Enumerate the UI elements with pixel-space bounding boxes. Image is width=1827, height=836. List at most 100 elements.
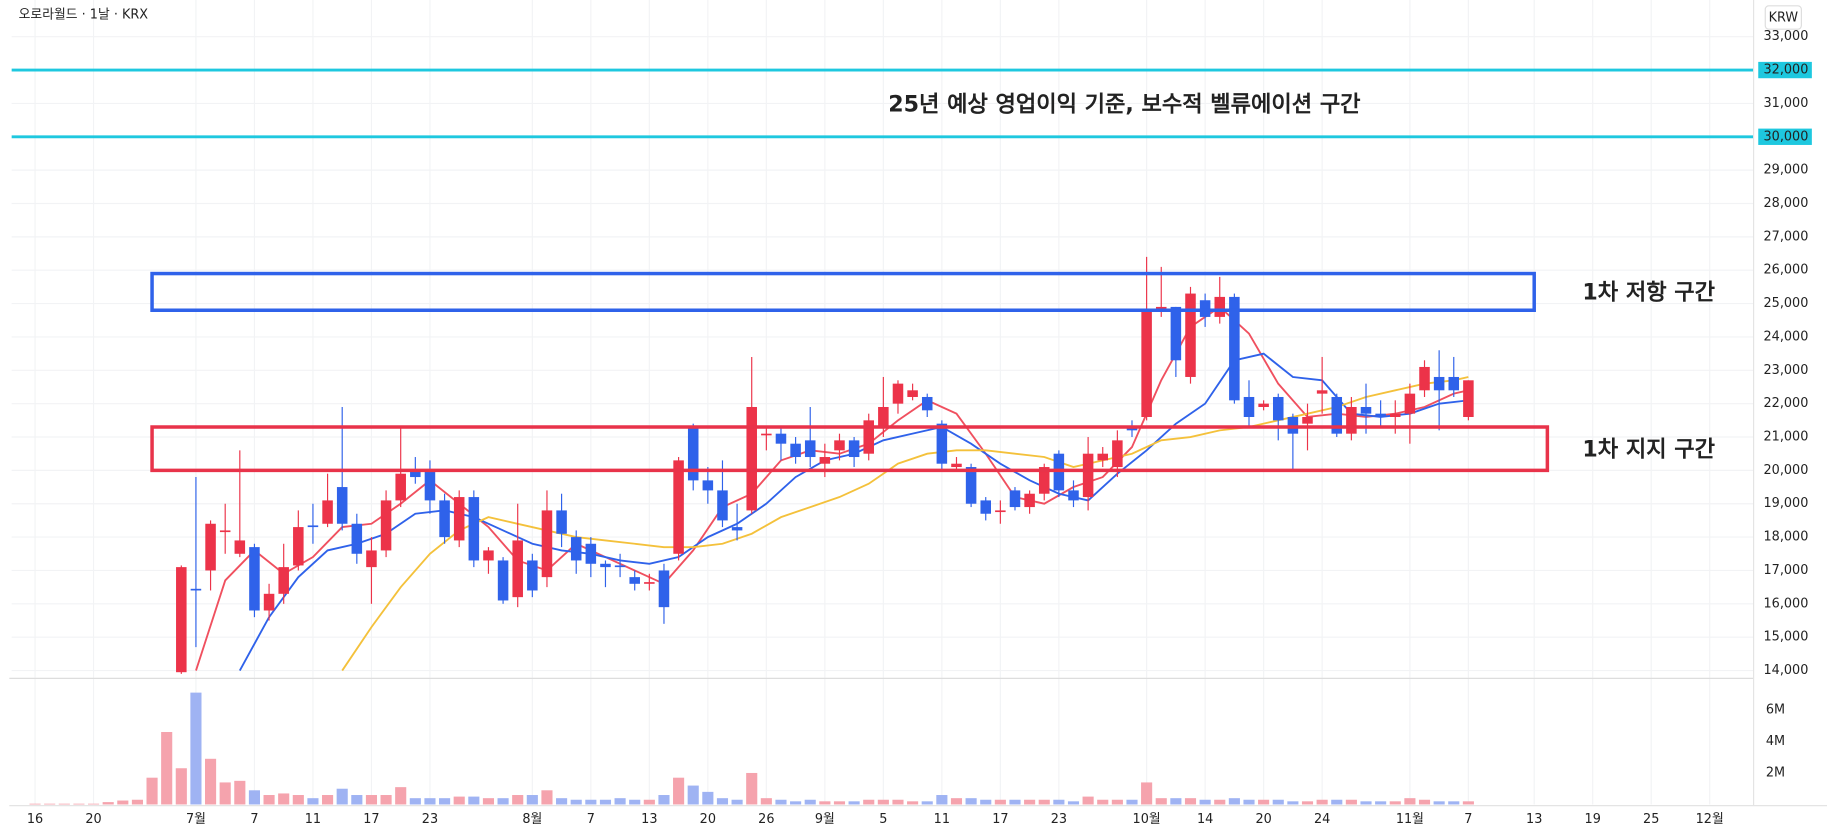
volume-bar	[102, 802, 114, 805]
candle-body	[380, 500, 392, 551]
volume-bar	[1155, 798, 1167, 805]
candle-body	[219, 530, 231, 533]
candle-body	[878, 406, 889, 428]
volume-bar	[994, 799, 1006, 805]
volume-bar	[307, 798, 319, 805]
volume-bar	[1141, 782, 1153, 805]
volume-bar	[1243, 799, 1255, 805]
candle-body	[834, 440, 845, 451]
volume-bar	[877, 799, 889, 805]
volume-bar	[833, 801, 846, 805]
volume-bar	[1331, 799, 1343, 805]
y-tick-label: 25,000	[1764, 296, 1809, 311]
x-tick-label: 7월	[186, 812, 206, 827]
candle-body	[410, 470, 421, 478]
y-tick-label: 14,000	[1764, 663, 1809, 678]
volume-bar	[497, 798, 509, 805]
candle-body	[1404, 393, 1416, 414]
candle-body	[687, 427, 699, 481]
candle-body	[1375, 413, 1386, 417]
candle-body	[570, 537, 582, 561]
volume-bar	[1360, 801, 1372, 805]
price-label: 32,000	[1764, 63, 1809, 78]
volume-bar	[819, 801, 831, 805]
candle-body	[1331, 396, 1343, 434]
volume-bar	[687, 785, 699, 805]
volume-bar	[336, 788, 348, 805]
candle-body	[424, 470, 436, 501]
candle-body	[804, 440, 816, 458]
candle-body	[541, 510, 553, 578]
candle-body	[1433, 376, 1445, 391]
volume-bar	[453, 796, 465, 805]
volume-bar	[863, 799, 875, 805]
y-tick-label: 15,000	[1764, 630, 1809, 645]
candle-body	[351, 523, 363, 554]
candle-body	[1185, 293, 1196, 377]
volume-bar	[643, 799, 655, 805]
x-tick-label: 13	[641, 812, 657, 827]
x-tick-label: 11월	[1396, 812, 1424, 827]
x-tick-label: 13	[1526, 812, 1542, 827]
volume-bar	[526, 795, 538, 805]
candle-body	[717, 490, 728, 521]
price-label-box	[1758, 128, 1812, 145]
candle-body	[673, 460, 684, 554]
candle-body	[702, 480, 714, 491]
candle-body	[1141, 310, 1152, 417]
volume-bar	[1448, 801, 1460, 805]
x-tick-label: 16	[27, 812, 43, 827]
volume-bar	[409, 798, 421, 805]
chart-title: 오로라월드 · 1날 · KRX	[19, 8, 149, 23]
volume-bar	[1433, 801, 1445, 805]
volume-bar	[44, 803, 56, 805]
candle-body	[293, 527, 304, 566]
candle-body	[1229, 296, 1240, 401]
volume-bar	[1389, 801, 1401, 805]
volume-bar	[161, 732, 173, 805]
candle-body	[644, 582, 655, 584]
volume-bar	[468, 796, 480, 805]
candle-body	[322, 500, 333, 524]
y-tick-label: 19,000	[1764, 496, 1809, 511]
candle-body	[980, 500, 992, 514]
candle-body	[965, 467, 977, 504]
volume-bar	[1097, 799, 1109, 805]
volume-bar	[965, 798, 977, 805]
volume-bar	[322, 795, 334, 805]
volume-bar	[716, 798, 729, 805]
x-tick-label: 12월	[1696, 812, 1724, 827]
volume-bar	[1301, 801, 1314, 805]
volume-bar	[219, 782, 231, 805]
candle-body	[790, 443, 801, 458]
candle-body	[892, 383, 904, 404]
volume-bar	[1024, 799, 1036, 805]
y-tick-label: 16,000	[1764, 596, 1809, 611]
y-tick-label: 26,000	[1764, 263, 1809, 278]
y-tick-label: 28,000	[1764, 196, 1809, 211]
volume-bar	[804, 799, 816, 805]
candle-body	[1243, 396, 1255, 417]
y-tick-label: 18,000	[1764, 530, 1809, 545]
volume-bar	[658, 795, 670, 805]
candle-body	[1463, 380, 1474, 417]
volume-bar	[907, 801, 919, 805]
x-tick-label: 23	[422, 812, 438, 827]
volume-bar	[614, 798, 626, 805]
volume-bar	[73, 803, 85, 805]
volume-bar	[1111, 799, 1123, 805]
volume-tick-label: 2M	[1766, 765, 1785, 780]
volume-bar	[599, 799, 612, 805]
y-tick-label: 23,000	[1764, 363, 1809, 378]
candle-body	[278, 567, 289, 594]
candle-body	[746, 406, 757, 511]
volume-bar	[629, 799, 641, 805]
volume-bar	[936, 795, 948, 805]
x-tick-label: 17	[992, 812, 1008, 827]
volume-bar	[1214, 799, 1226, 805]
candle-body	[1097, 453, 1109, 461]
volume-bar	[175, 768, 187, 805]
volume-bar	[790, 801, 802, 805]
